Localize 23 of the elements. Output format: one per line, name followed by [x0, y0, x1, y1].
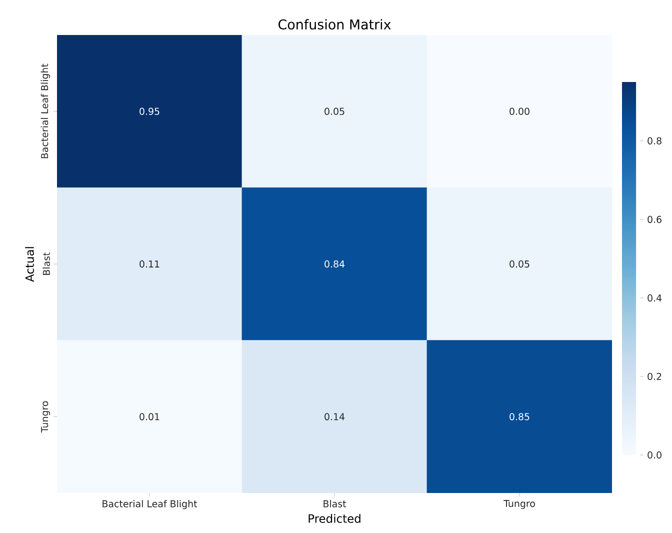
y-tick-label: Blast	[42, 252, 50, 275]
color-bar-label: 0.0	[648, 451, 662, 459]
data-label: 0.84	[324, 260, 345, 268]
data-label: 0.14	[324, 413, 345, 420]
data-label: 0.11	[140, 260, 160, 268]
color-bar-label: 0.8	[648, 137, 662, 144]
y-axis-title: Actual	[25, 247, 34, 282]
y-tick-label: Bacterial Leaf Blight	[40, 64, 50, 158]
x-tick-label: Bacterial Leaf Blight	[102, 500, 198, 510]
data-label: 0.05	[510, 260, 530, 268]
color-bar-label: 0.4	[648, 294, 662, 302]
data-label: 0.05	[324, 108, 344, 115]
color-bar-label: 0.6	[648, 216, 662, 223]
x-tick-label: Blast	[324, 500, 346, 508]
x-axis-title: Predicted	[308, 514, 360, 523]
data-label: 0.85	[510, 413, 530, 420]
data-label: 0.95	[140, 108, 160, 115]
data-label: 0.01	[140, 413, 160, 420]
x-tick-label: Tungro	[504, 500, 535, 509]
y-tick-label: Tungro	[41, 401, 50, 433]
chart-title: Confusion Matrix	[278, 19, 391, 30]
color-bar-label: 0.2	[648, 372, 662, 380]
data-label: 0.00	[510, 108, 530, 115]
